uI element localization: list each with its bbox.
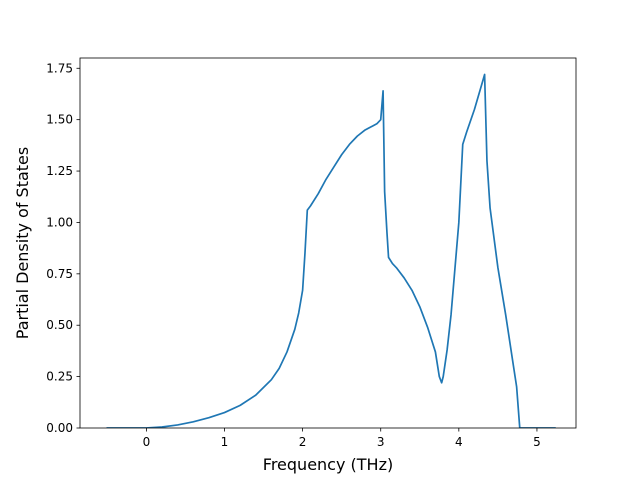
y-tick-label: 0.50 <box>46 318 73 332</box>
x-tick-label: 4 <box>455 435 463 449</box>
y-tick-label: 0.25 <box>46 370 73 384</box>
y-tick-label: 1.00 <box>46 215 73 229</box>
data-line-group <box>106 73 556 428</box>
x-tick-label: 1 <box>221 435 229 449</box>
x-tick-label: 0 <box>143 435 151 449</box>
y-axis-label: Partial Density of States <box>13 147 32 339</box>
x-tick-label: 3 <box>377 435 385 449</box>
y-ticks: 0.00 0.25 0.50 0.75 1.00 1.25 1.50 1.75 <box>46 61 80 435</box>
y-tick-label: 0.00 <box>46 421 73 435</box>
y-tick-label: 1.50 <box>46 113 73 127</box>
plot-area <box>80 58 576 428</box>
y-tick-label: 1.75 <box>46 61 73 75</box>
x-axis-label: Frequency (THz) <box>263 455 393 474</box>
pdos-series-line <box>106 73 556 428</box>
x-ticks: 0 1 2 3 4 5 <box>143 428 541 449</box>
plot-frame <box>79 57 577 429</box>
x-tick-label: 2 <box>299 435 307 449</box>
x-tick-label: 5 <box>533 435 541 449</box>
y-tick-label: 1.25 <box>46 164 73 178</box>
y-tick-label: 0.75 <box>46 267 73 281</box>
